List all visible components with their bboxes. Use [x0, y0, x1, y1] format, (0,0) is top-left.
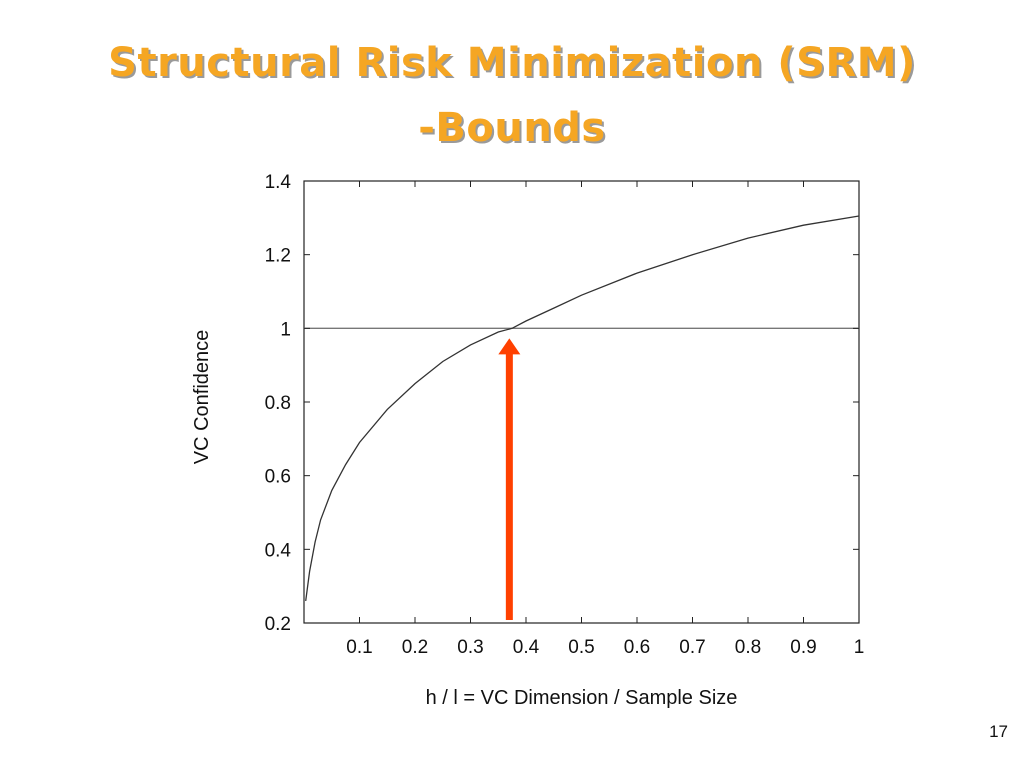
x-tick-label: 0.2	[402, 637, 428, 658]
x-tick-label: 0.4	[513, 637, 540, 658]
x-tick-label: 0.8	[735, 637, 761, 658]
y-axis-label: VC Confidence	[191, 330, 213, 465]
slide-page-number: 17	[989, 722, 1008, 741]
x-tick-label: 0.9	[790, 637, 816, 658]
y-tick-label: 1.2	[265, 246, 291, 267]
x-axis-label: h / l = VC Dimension / Sample Size	[426, 687, 738, 709]
y-tick-label: 1	[280, 319, 291, 340]
x-tick-label: 0.7	[679, 637, 705, 658]
arrow-group	[498, 338, 521, 620]
y-tick-label: 0.4	[265, 540, 292, 561]
slide-title-line-2: -Bounds	[418, 105, 606, 151]
slide-title-line-1: Structural Risk Minimization (SRM)	[108, 40, 916, 86]
ticks-group: 0.1 0.2 0.3 0.4 0.5 0.6 0.7 0.8 0.9 1 0.2 0.4 0.6 0.8…	[265, 172, 865, 658]
y-tick-label: 1.4	[265, 172, 292, 193]
plot-frame	[303, 180, 860, 624]
series-line-0	[305, 215, 860, 601]
x-tick-label: 0.6	[624, 637, 650, 658]
x-tick-label: 0.1	[346, 637, 372, 658]
x-tick-label: 1	[854, 637, 865, 658]
arrow-head	[498, 338, 521, 355]
y-tick-label: 0.8	[265, 393, 291, 414]
plot-frame-group	[303, 180, 860, 624]
x-tick-label: 0.5	[568, 637, 594, 658]
y-tick-label: 0.6	[265, 467, 291, 488]
y-tick-label: 0.2	[265, 614, 291, 635]
x-tick-label: 0.3	[457, 637, 483, 658]
series-group	[305, 215, 860, 601]
